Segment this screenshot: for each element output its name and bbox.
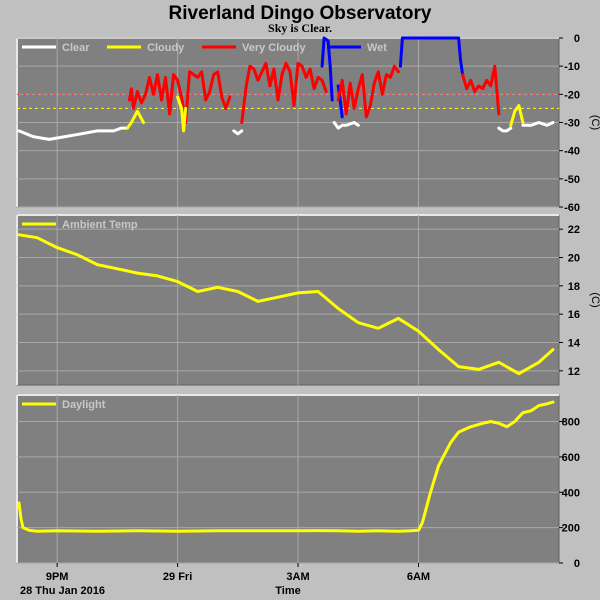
series-line-daylight xyxy=(17,400,555,533)
y-tick-label: 16 xyxy=(568,309,580,321)
y-unit-label: (C) xyxy=(589,115,600,130)
series-line-very-cloudy xyxy=(127,70,232,124)
series-line-cloudy xyxy=(509,104,525,127)
y-tick-label: -50 xyxy=(564,174,580,186)
panel-ambient: 12 14 16 18 20 22 (C) Ambient Temp xyxy=(16,214,600,386)
panel-sky: 0 -10 -20 -30 -40 -50 -60 (C) Clear Cloudy Very Cl… xyxy=(16,33,600,214)
series-line-clear xyxy=(521,121,555,127)
series-line-wet xyxy=(398,36,465,77)
series-line-cloudy xyxy=(176,95,188,133)
x-date-label: 28 Thu Jan 2016 xyxy=(20,585,105,597)
legend-entry: Clear xyxy=(62,42,90,54)
series-line-very-cloudy xyxy=(336,64,400,119)
series-line-ambient-temp xyxy=(17,233,555,376)
y-tick-label: -10 xyxy=(564,61,580,73)
series-line-cloudy xyxy=(125,109,145,130)
y-tick-label: 600 xyxy=(562,452,580,464)
x-axis: 9PM 29 Fri 3AM 6AM xyxy=(46,563,430,583)
legend-entry: Daylight xyxy=(62,399,106,411)
y-tick-label: 400 xyxy=(562,487,580,499)
plot-area-daylight xyxy=(16,394,560,564)
y-tick-label: 22 xyxy=(568,224,580,236)
y-tick-label: -60 xyxy=(564,202,580,214)
y-tick-label: 0 xyxy=(574,558,580,570)
chart-title: Riverland Dingo Observatory xyxy=(169,3,432,24)
x-tick-label: 29 Fri xyxy=(163,571,192,583)
x-tick-label: 3AM xyxy=(286,571,309,583)
y-tick-label: 20 xyxy=(568,253,580,265)
series-line-very-cloudy xyxy=(461,64,501,116)
legend-entry: Cloudy xyxy=(147,42,185,54)
y-tick-label: 14 xyxy=(568,338,581,350)
y-tick-label: -20 xyxy=(564,89,580,101)
legend-entry: Very Cloudy xyxy=(242,42,306,54)
x-tick-label: 9PM xyxy=(46,571,69,583)
series-line-clear xyxy=(332,121,360,130)
y-tick-label: 12 xyxy=(568,366,580,378)
y-tick-label: -30 xyxy=(564,118,580,130)
y-tick-label: 18 xyxy=(568,281,580,293)
series-line-clear xyxy=(232,129,244,136)
plot-area-ambient xyxy=(16,214,560,386)
y-tick-label: 200 xyxy=(562,523,580,535)
y-tick-label: -40 xyxy=(564,146,580,158)
x-axis-title: Time xyxy=(275,585,300,597)
series-line-very-cloudy xyxy=(240,61,328,124)
chart-subtitle: Sky is Clear. xyxy=(268,21,332,35)
series-line-clear xyxy=(497,126,513,133)
panel-daylight: 0 200 400 600 800 Daylight xyxy=(16,394,580,570)
y-unit-label: (C) xyxy=(589,292,600,307)
series-line-clear xyxy=(17,126,129,141)
chart-panels: 0 -10 -20 -30 -40 -50 -60 (C) Clear Cloudy Very Cl… xyxy=(16,33,600,570)
legend-entry: Ambient Temp xyxy=(62,219,138,231)
series-line-wet xyxy=(320,36,334,102)
x-tick-label: 6AM xyxy=(407,571,430,583)
legend-entry: Wet xyxy=(367,42,387,54)
y-tick-label: 0 xyxy=(574,33,580,45)
y-tick-label: 800 xyxy=(562,417,580,429)
